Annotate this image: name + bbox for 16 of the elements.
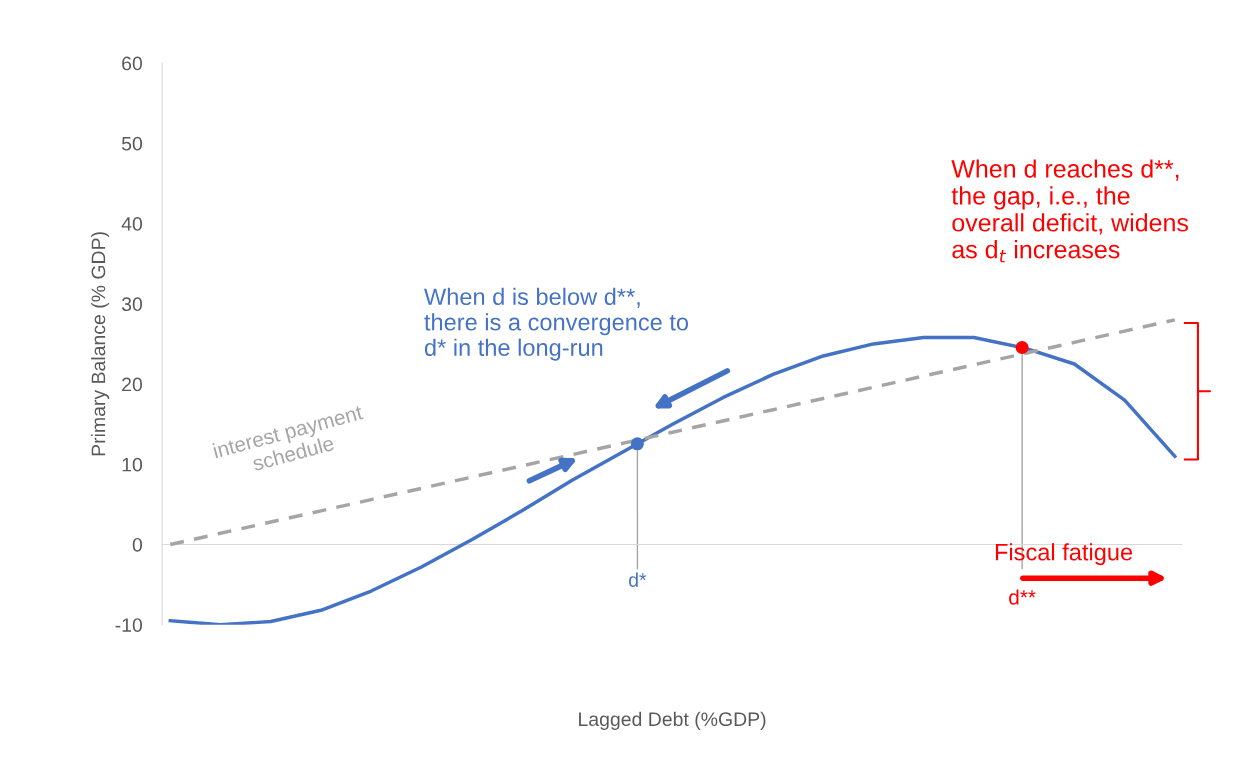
y-tick-label: 50 [121,136,143,151]
line-series [168,335,1177,625]
y-tick-label: 20 [122,377,143,392]
x-axis-title: Lagged Debt (%GDP) [579,711,766,730]
y-tick-label: 30 [121,297,143,312]
annotation: When d reaches d**, the gap, i.e., the overall deficit, widens as d$_{t}$ increases [951,159,1189,263]
y-tick-label: 40 [121,217,143,231]
y-axis-title: Primary Balance (% GDP) [91,232,110,456]
y-tick-label: 10 [122,457,143,472]
y-tick-label: -10 [115,618,143,632]
annotation: d** [1009,589,1036,605]
annotation: d* [629,572,647,587]
annotation: When d is below d**, there is a convergence to d* in the long-run [424,287,689,361]
y-tick-label: 0 [132,537,143,552]
y-tick-label: 60 [122,56,143,71]
annotation: Fiscal fatigue [995,543,1133,566]
